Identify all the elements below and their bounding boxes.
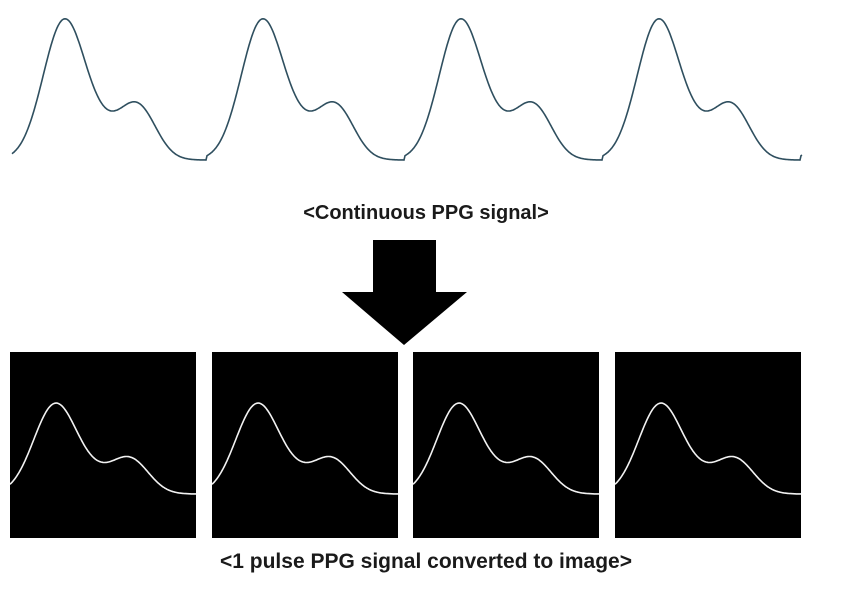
- arrow-shape: [342, 240, 467, 345]
- pulse-trace-3: [413, 402, 599, 495]
- pulse-image-panel-3: [413, 352, 599, 538]
- pulse-images-caption: <1 pulse PPG signal converted to image>: [220, 550, 632, 573]
- pulse-image-panel-2: [212, 352, 398, 538]
- pulse-image-panel-4: [615, 352, 801, 538]
- continuous-signal-caption: <Continuous PPG signal>: [303, 202, 549, 224]
- continuous-ppg-waveform: [11, 17, 803, 161]
- pulse-trace-2: [212, 402, 398, 495]
- pulse-trace-4: [615, 402, 801, 495]
- pulse-trace-1: [10, 402, 196, 495]
- continuous-ppg-trace: [11, 17, 803, 161]
- pulse-image-panel-1: [10, 352, 196, 538]
